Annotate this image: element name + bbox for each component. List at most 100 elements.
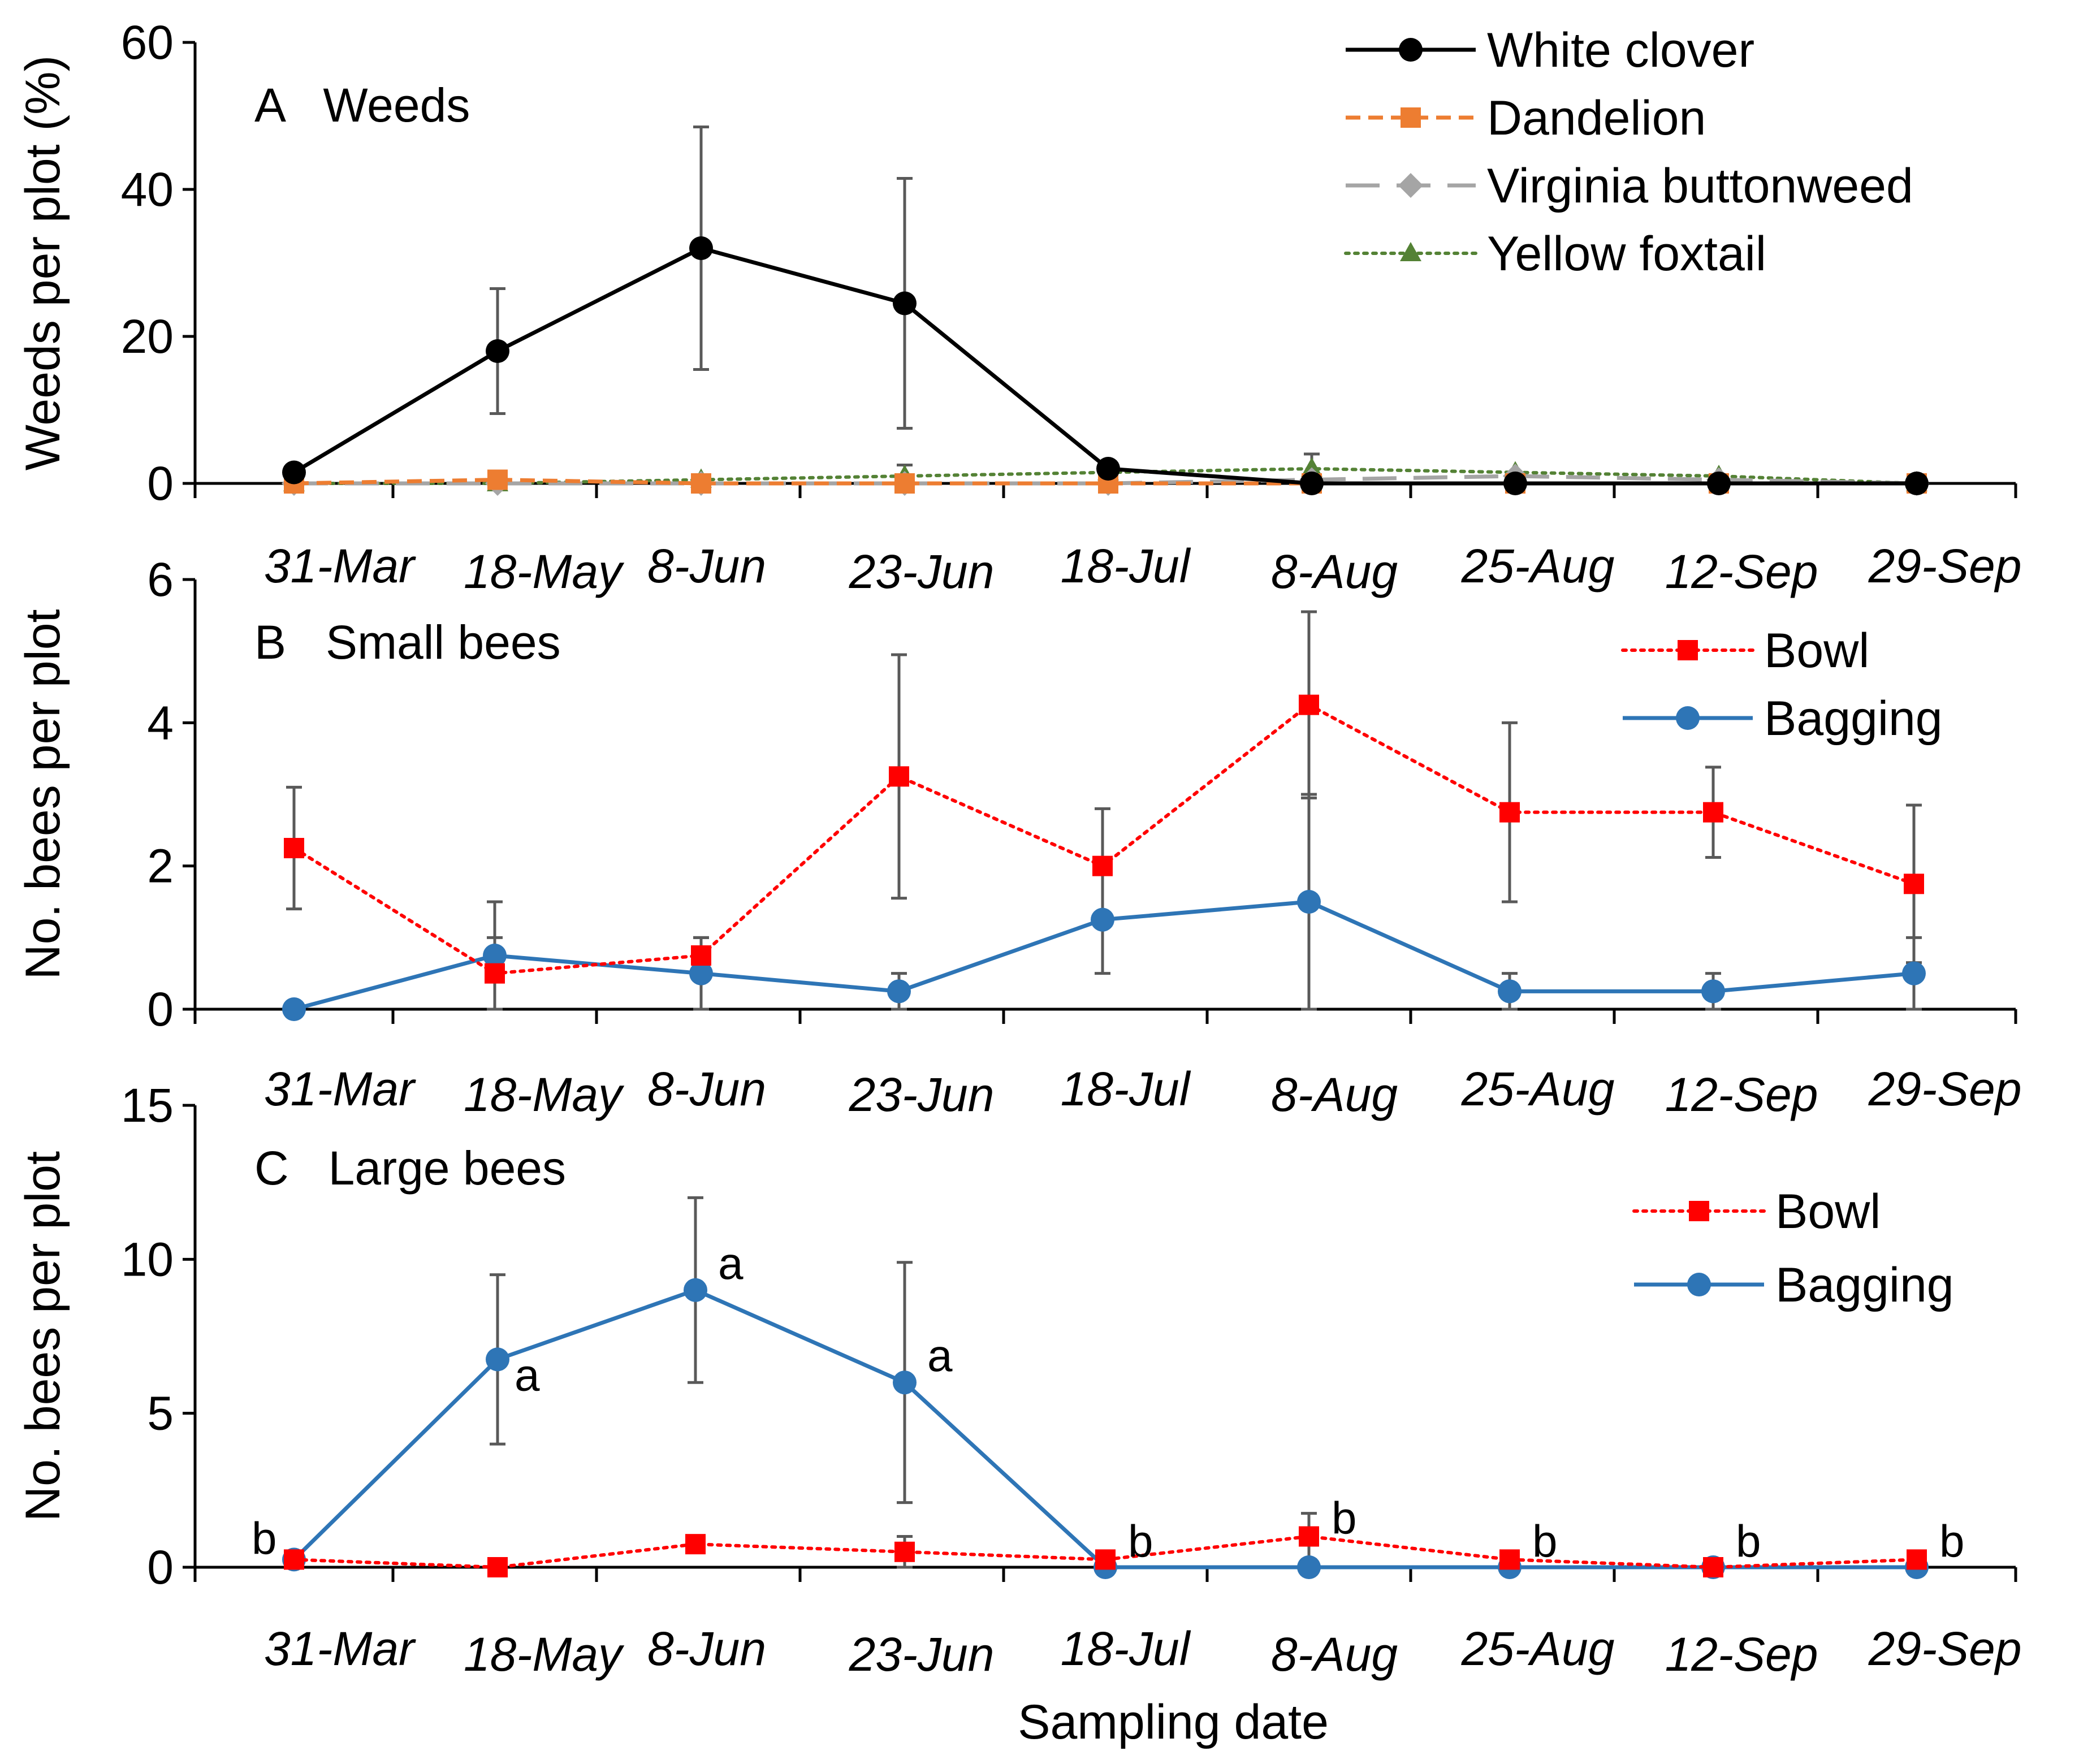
y-tick-label: 2 [147, 840, 174, 893]
series-bowl-point [1499, 1549, 1520, 1570]
series-white-clover-point [1503, 472, 1527, 495]
series-bowl-point [685, 1534, 706, 1555]
series-bowl-point [284, 1549, 304, 1570]
legend-bagging-marker [1676, 706, 1700, 730]
legend-white-clover-label: White clover [1487, 23, 1754, 77]
series-bowl-point [1907, 1549, 1927, 1570]
series-bowl-point [1299, 694, 1319, 715]
series-bagging-point [689, 961, 713, 985]
x-tick-label: 31-Mar [264, 539, 416, 593]
x-tick-label: 18-May [464, 1628, 625, 1681]
x-tick-label: 8-Aug [1271, 545, 1398, 598]
legend-dandelion-label: Dandelion [1487, 91, 1706, 145]
legend-bagging-marker [1687, 1273, 1711, 1296]
significance-letter: b [252, 1513, 277, 1563]
series-bagging-point [684, 1278, 707, 1302]
significance-letter: b [1128, 1516, 1153, 1566]
x-tick-label: 23-Jun [849, 1068, 995, 1121]
x-tick-label: 25-Aug [1461, 1622, 1615, 1675]
series-bowl-point [485, 963, 505, 984]
x-tick-label: 18-Jul [1061, 1622, 1191, 1675]
series-bagging-point [1297, 1555, 1321, 1579]
legend-white-clover-marker [1399, 38, 1423, 62]
x-tick-label: 12-Sep [1665, 1068, 1818, 1121]
legend-bowl-marker [1678, 640, 1698, 660]
series-bowl-point [487, 1557, 508, 1577]
legend-bagging-label: Bagging [1775, 1258, 1954, 1312]
y-tick-label: 60 [121, 16, 174, 69]
series-yellow-foxtail-point [1301, 457, 1322, 477]
series-white-clover-point [486, 339, 509, 363]
y-tick-label: 0 [147, 457, 174, 510]
x-tick-label: 29-Sep [1868, 1062, 2022, 1116]
significance-letter: a [515, 1350, 540, 1400]
series-bagging-point [1701, 979, 1725, 1004]
series-bagging-point [887, 979, 911, 1004]
x-tick-label: 29-Sep [1868, 539, 2022, 593]
y-tick-label: 4 [147, 696, 174, 749]
x-tick-label: 18-May [464, 1068, 625, 1121]
legend-bowl-marker [1689, 1201, 1709, 1221]
x-tick-label: 29-Sep [1868, 1622, 2022, 1675]
series-bagging-point [1902, 961, 1926, 985]
legend-bowl-label: Bowl [1775, 1184, 1881, 1239]
series-bowl-point [1095, 1549, 1116, 1570]
y-tick-label: 20 [121, 310, 174, 363]
y-axis-title: Weeds per plot (%) [16, 55, 70, 471]
series-white-clover-point [1905, 472, 1929, 495]
x-tick-label: 8-Aug [1271, 1628, 1398, 1681]
series-white-clover-point [1300, 472, 1324, 495]
y-tick-label: 5 [147, 1387, 174, 1440]
legend-virginia-buttonweed-marker [1398, 173, 1423, 198]
y-tick-label: 15 [121, 1079, 174, 1132]
series-white-clover-point [282, 460, 306, 485]
significance-letter: b [1736, 1516, 1761, 1566]
y-axis-title: No. bees per plot [16, 1151, 70, 1521]
panel-title: A Weeds [254, 79, 470, 132]
legend-virginia-buttonweed-label: Virginia buttonweed [1487, 159, 1913, 213]
significance-letter: a [718, 1238, 744, 1289]
series-bagging-line [292, 1288, 1917, 1570]
series-bagging-point [1498, 979, 1522, 1004]
x-tick-label: 8-Jun [647, 1622, 766, 1675]
series-white-clover-point [1707, 472, 1731, 495]
x-tick-label: 23-Jun [849, 545, 995, 598]
series-bowl-point [894, 1541, 915, 1562]
series-bagging-point [1297, 890, 1321, 914]
legend-yellow-foxtail-label: Yellow foxtail [1487, 227, 1766, 281]
significance-letter: b [1939, 1516, 1965, 1566]
x-tick-label: 31-Mar [264, 1062, 416, 1116]
series-white-clover-point [893, 291, 917, 315]
chart-panel-1: 0 20 40 60 31-Mar 18-May 8-Jun 23-Jun 18-Jul 8-Au… [16, 16, 2021, 598]
x-tick-label: 18-Jul [1061, 1062, 1191, 1116]
legend-bagging-label: Bagging [1764, 691, 1943, 746]
x-tick-label: 8-Jun [647, 539, 766, 593]
series-bowl-point [1703, 1557, 1723, 1577]
series-bowl-point [1703, 802, 1723, 823]
series-dandelion-point [691, 473, 711, 494]
x-tick-label: 25-Aug [1461, 1062, 1615, 1116]
series-dandelion-point [894, 473, 915, 494]
legend-dandelion-marker [1401, 107, 1421, 128]
x-tick-label: 8-Aug [1271, 1068, 1398, 1121]
y-tick-label: 10 [121, 1233, 174, 1286]
series-white-clover-line [293, 246, 1917, 486]
chart-panel-2: 0 2 4 6 31-Mar 18-May 8-Jun 23-Jun 18-Jul 8-Aug 25… [16, 553, 2021, 1121]
x-tick-label: 12-Sep [1665, 545, 1818, 598]
series-dandelion-point [487, 469, 508, 490]
series-white-clover-point [689, 236, 713, 260]
series-bowl-point [1299, 1526, 1319, 1547]
series-bagging-point [282, 997, 306, 1021]
significance-letter: b [1332, 1493, 1357, 1544]
x-tick-label: 23-Jun [849, 1628, 995, 1681]
y-axis-title: No. bees per plot [16, 609, 70, 979]
significance-letter: a [927, 1330, 953, 1381]
series-bowl-point [1499, 802, 1520, 823]
x-tick-label: 12-Sep [1665, 1628, 1818, 1681]
x-tick-label: 31-Mar [264, 1622, 416, 1675]
series-bowl-point [1092, 855, 1113, 876]
x-axis-title: Sampling date [1018, 1695, 1329, 1749]
y-tick-label: 0 [147, 983, 174, 1036]
x-tick-label: 25-Aug [1461, 539, 1615, 593]
